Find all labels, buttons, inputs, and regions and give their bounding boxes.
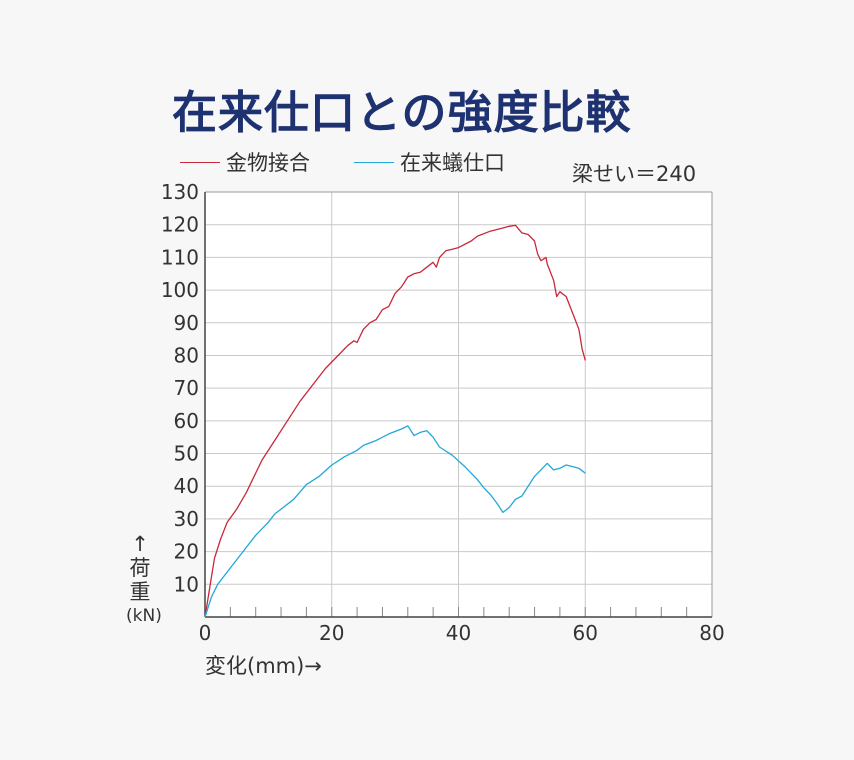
y-axis-label-char-2: 重 [129, 580, 151, 604]
legend-swatch-series-2 [354, 161, 394, 163]
y-tick-label: 120 [161, 213, 199, 237]
chart-title: 在来仕口との強度比較 [172, 86, 632, 139]
y-tick-label: 10 [174, 572, 199, 596]
legend-item-series-2: 在来蟻仕口 [354, 147, 505, 177]
y-tick-label: 40 [174, 474, 199, 498]
x-tick-label: 80 [699, 621, 724, 645]
y-tick-label: 60 [174, 409, 199, 433]
y-axis-arrow: ↑ [131, 532, 149, 556]
legend-swatch-series-1 [180, 161, 220, 163]
y-tick-label: 130 [161, 180, 199, 204]
y-tick-label: 20 [174, 540, 199, 564]
y-axis-unit: (kN) [126, 606, 162, 626]
legend-label-series-1: 金物接合 [226, 151, 310, 175]
legend-label-series-2: 在来蟻仕口 [400, 151, 505, 175]
x-axis-label: 変化(mm)→ [205, 654, 322, 678]
beam-height-note: 梁せい＝240 [572, 162, 697, 186]
y-axis-label-char-1: 荷 [129, 556, 151, 580]
y-tick-label: 30 [174, 507, 199, 531]
y-tick-label: 50 [174, 442, 199, 466]
x-tick-label: 60 [573, 621, 598, 645]
y-tick-label: 90 [174, 311, 199, 335]
series-line-2 [204, 425, 586, 618]
x-tick-label: 40 [446, 621, 471, 645]
series-line-1 [204, 224, 586, 618]
legend-item-series-1: 金物接合 [180, 147, 310, 177]
y-tick-label: 80 [174, 343, 199, 367]
y-tick-label: 110 [161, 245, 199, 269]
x-tick-label: 20 [319, 621, 344, 645]
y-tick-label: 100 [161, 278, 199, 302]
y-tick-label: 70 [174, 376, 199, 400]
x-tick-label: 0 [199, 621, 212, 645]
y-axis-label: ↑ 荷 重 (kN) [126, 532, 162, 628]
